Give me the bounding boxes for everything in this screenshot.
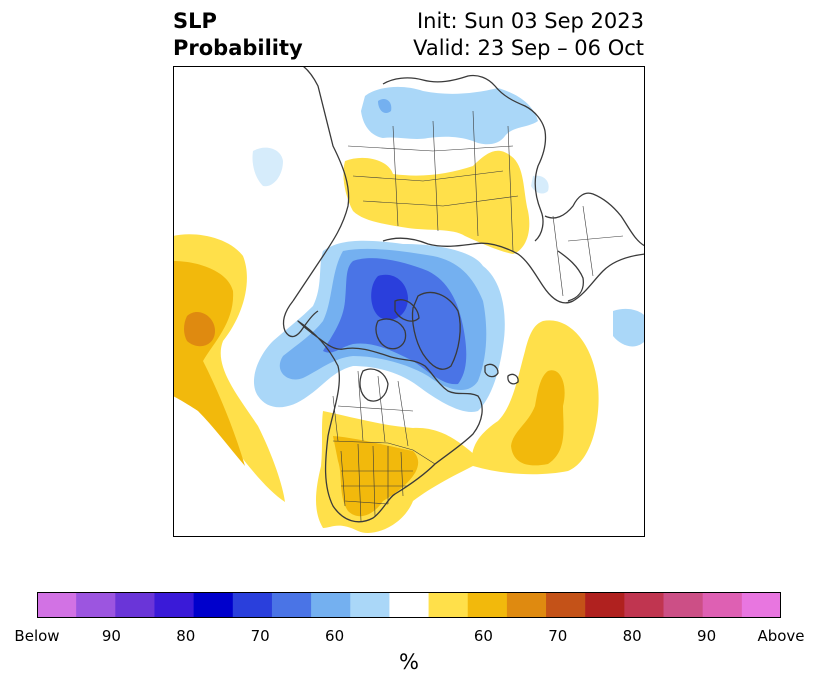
- greenland-coast: [411, 291, 461, 370]
- title-line-1: SLP: [173, 9, 217, 33]
- colorbar-swatch: [624, 592, 665, 618]
- europe-coast: [544, 192, 645, 302]
- colorbar-tick-label: 90: [697, 627, 717, 645]
- probability-map: [173, 66, 645, 537]
- valid-date: Valid: 23 Sep – 06 Oct: [413, 36, 644, 60]
- eurasia-coast: [292, 66, 645, 304]
- europe-low-60: [613, 308, 645, 347]
- map-frame: [173, 66, 645, 537]
- north-america-coast: [297, 320, 483, 523]
- north-pacific-low-55: [252, 147, 283, 187]
- forecast-dates: Init: Sun 03 Sep 2023 Valid: 23 Sep – 06…: [413, 8, 644, 62]
- colorbar-swatch: [232, 592, 273, 618]
- pacific-high-65: [173, 261, 245, 466]
- colorbar-tick-label: 60: [473, 627, 493, 645]
- colorbar-tick-label: 60: [325, 627, 345, 645]
- political-borders: [332, 110, 624, 522]
- siberia-low-65: [378, 99, 392, 113]
- north-america-high-65: [333, 436, 419, 517]
- above-normal-regions: [173, 150, 599, 533]
- colorbar-swatch: [193, 592, 234, 618]
- atlantic-high-65: [511, 370, 565, 466]
- colorbar-swatch: [428, 592, 469, 618]
- colorbar-tick-label: Above: [757, 627, 805, 645]
- pacific-high-70: [184, 311, 215, 347]
- colorbar-tick-label: 80: [622, 627, 642, 645]
- colorbar-swatch: [115, 592, 155, 618]
- colorbar-swatch: [585, 592, 625, 618]
- colorbar-swatch: [506, 592, 547, 618]
- north-atlantic-islands: [484, 363, 519, 385]
- colorbar-swatch: [154, 592, 195, 618]
- arctic-islands-coast: [375, 299, 420, 350]
- eurasia-high-60: [343, 150, 530, 254]
- colorbar-unit: %: [399, 650, 419, 674]
- us-state-lines: [340, 443, 413, 522]
- coastlines: [282, 66, 645, 523]
- colorbar-swatch: [546, 592, 586, 618]
- colorbar-swatch: [702, 592, 743, 618]
- colorbar-swatch: [350, 592, 390, 618]
- colorbar-swatch: [663, 592, 704, 618]
- colorbar-tick-label: 90: [101, 627, 121, 645]
- colorbar-tick-label: 80: [176, 627, 196, 645]
- colorbar-tick-label: Below: [14, 627, 60, 645]
- alaska-coast: [282, 300, 319, 338]
- usa-canada-border: [332, 440, 436, 465]
- colorbar-frame: [37, 592, 781, 618]
- atlantic-high-60: [472, 320, 599, 475]
- arctic-low-75: [371, 274, 408, 320]
- colorbar-tick-label: 70: [548, 627, 568, 645]
- colorbar-swatch: [741, 592, 781, 618]
- hudson-bay-coast: [359, 368, 389, 402]
- colorbar-swatch: [389, 592, 430, 618]
- eurasia-border-lines: [347, 110, 624, 297]
- title-line-2: Probability: [173, 36, 303, 60]
- colorbar-swatch: [271, 592, 312, 618]
- colorbar-swatch: [467, 592, 508, 618]
- colorbar-swatch: [76, 592, 116, 618]
- colorbar: [37, 592, 781, 618]
- colorbar-swatch: [311, 592, 351, 618]
- colorbar-tick-label: 70: [250, 627, 270, 645]
- siberia-coast: [382, 74, 547, 242]
- canada-province-lines: [332, 370, 414, 447]
- init-date: Init: Sun 03 Sep 2023: [416, 9, 644, 33]
- chart-title: SLP Probability: [173, 8, 303, 62]
- siberia-low-60: [361, 86, 538, 145]
- colorbar-swatch: [37, 592, 77, 618]
